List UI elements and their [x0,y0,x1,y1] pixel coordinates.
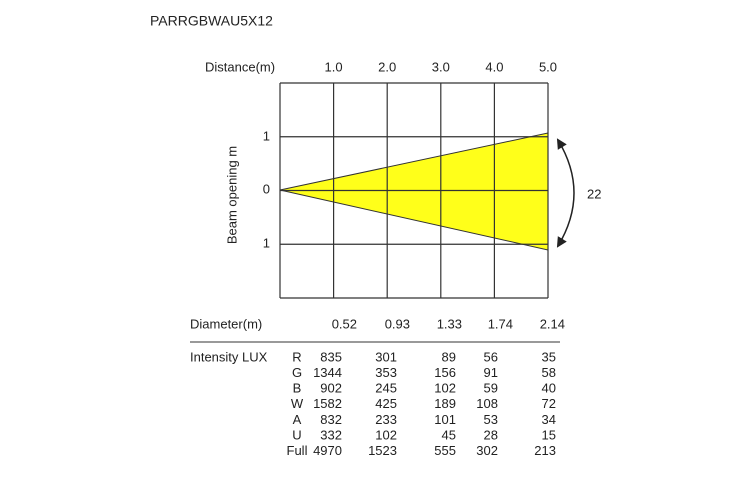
beam-angle: 22 [587,186,601,201]
lux-value: 101 [434,412,456,427]
lux-value: 1523 [368,443,397,458]
lux-value: 1582 [313,396,342,411]
lux-value: 353 [375,365,397,380]
lux-value: 108 [476,396,498,411]
lux-value: 15 [542,427,556,442]
lux-value: 302 [476,443,498,458]
lux-value: 40 [542,381,556,396]
lux-value: 245 [375,381,397,396]
lux-value: 53 [484,412,498,427]
lux-value: 91 [484,365,498,380]
channel: Full [287,443,308,458]
lux-value: 35 [542,349,556,364]
lux-value: 189 [434,396,456,411]
lux-value: 555 [434,443,456,458]
diameter-value: 2.14 [540,316,565,331]
beam-tick: 1 [263,128,270,143]
lux-value: 902 [320,381,342,396]
intensity-label: Intensity LUX [190,349,268,364]
lux-value: 233 [375,412,397,427]
lux-value: 301 [375,349,397,364]
lux-value: 4970 [313,443,342,458]
lux-value: 1344 [313,365,342,380]
channel: B [293,381,302,396]
diameter-label: Diameter(m) [190,316,262,331]
grid [279,82,549,299]
lux-value: 832 [320,412,342,427]
lux-value: 89 [442,349,456,364]
diameter-value: 1.33 [437,316,462,331]
beam-tick: 1 [263,235,270,250]
lux-value: 56 [484,349,498,364]
channel: W [291,396,304,411]
channel: G [292,365,302,380]
distance-value: 5.0 [539,59,557,74]
lux-value: 835 [320,349,342,364]
lux-value: 34 [542,412,556,427]
lux-value: 59 [484,381,498,396]
beam-cone [279,132,549,251]
lux-value: 72 [542,396,556,411]
beam-tick: 0 [263,181,270,196]
lux-value: 102 [375,427,397,442]
lux-value: 58 [542,365,556,380]
distance-value: 3.0 [432,59,450,74]
lux-value: 425 [375,396,397,411]
lux-value: 28 [484,427,498,442]
beam-opening-label: Beam opening m [224,146,239,244]
lux-value: 156 [434,365,456,380]
diameter-value: 0.93 [385,316,410,331]
channel: U [292,427,301,442]
lux-value: 102 [434,381,456,396]
channel: R [292,349,301,364]
distance-value: 4.0 [485,59,503,74]
lux-value: 332 [320,427,342,442]
lux-value: 213 [534,443,556,458]
distance-label: Distance(m) [205,59,275,74]
lux-value: 45 [442,427,456,442]
distance-value: 2.0 [378,59,396,74]
title: PARRGBWAU5X12 [150,13,273,29]
channel: A [293,412,302,427]
distance-value: 1.0 [325,59,343,74]
diameter-value: 1.74 [488,316,513,331]
angle-arrow [556,138,575,248]
diameter-value: 0.52 [332,316,357,331]
